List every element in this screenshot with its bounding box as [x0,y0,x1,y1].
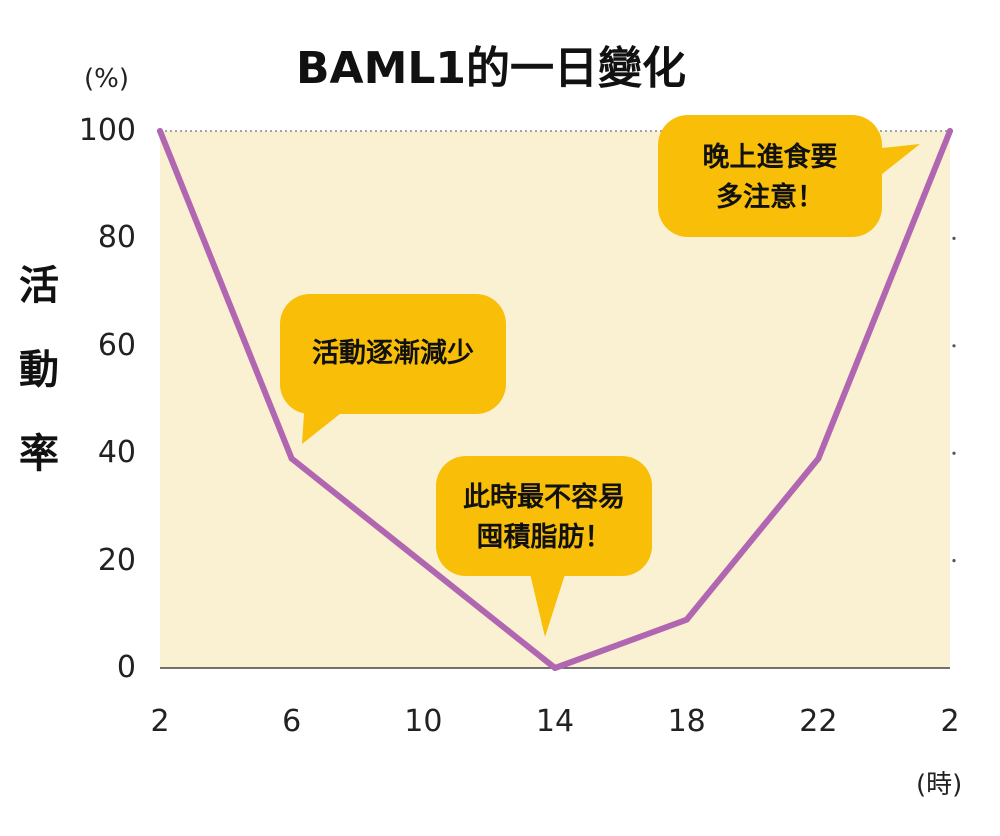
x-tick-label: 10 [404,704,443,739]
annotation-line: 活動逐漸減少 [312,338,474,369]
right-axis-dot [952,451,956,455]
x-unit-label: (時) [916,770,963,800]
y-tick-label: 60 [97,327,136,363]
data-point [947,128,953,134]
annotation-line: 晚上進食要 [702,142,838,173]
data-point [288,455,295,462]
y-tick-label: 20 [97,542,136,578]
y-axis-label-char: 率 [19,431,59,477]
annotation-text: 晚上進食要多注意！ [660,138,880,218]
data-point [157,128,163,134]
y-tick-label: 40 [97,435,136,471]
x-tick-label: 18 [667,704,706,739]
annotation-line: 囤積脂肪！ [476,522,612,553]
y-tick-label: 100 [78,113,136,148]
x-tick-label: 14 [535,704,575,739]
right-axis-dot [952,236,956,240]
y-tick-label: 80 [97,220,136,256]
series-line [157,128,953,671]
chart-title: BAML1的一日變化 [296,43,687,94]
data-point [683,616,690,623]
annotation-bubble [280,294,506,444]
x-tick-label: 6 [282,704,302,739]
x-tick-label: 22 [799,704,838,739]
right-axis-dot [952,344,956,348]
annotation-line: 此時最不容易 [463,482,625,513]
data-points [157,128,953,671]
y-axis-label: 活動率 [14,244,64,496]
annotation-text: 活動逐漸減少 [283,334,503,374]
right-axis-dot [952,559,956,563]
data-point [552,665,558,671]
annotation-bubble [436,456,652,637]
y-tick-label: 0 [116,650,136,685]
y-axis-label-char: 動 [19,347,59,393]
x-tick-label: 2 [150,704,170,739]
y-axis-label-char: 活 [19,263,59,309]
right-axis-dots [952,236,956,563]
annotation-line: 多注意！ [716,182,824,213]
x-tick-label: 2 [940,704,960,739]
y-unit-label: (%) [84,64,129,94]
annotation-text: 此時最不容易 囤積脂肪！ [434,478,654,558]
annotation-bubbles [280,115,920,637]
annotation-bubble [658,115,920,237]
data-point [815,455,822,462]
